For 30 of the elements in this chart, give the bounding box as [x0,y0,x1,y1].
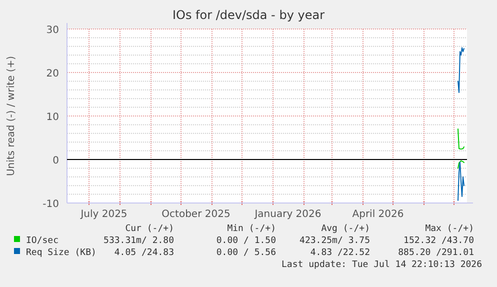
legend-label: Req Size (KB) [26,248,96,258]
text: Min (-/+) [227,224,276,234]
text: 4.05 /24.83 [114,248,174,258]
line-series [458,160,464,169]
text: Max (-/+) [425,224,474,234]
text: Avg (-/+) [321,224,370,234]
text: Cur (-/+) [125,224,174,234]
x-tick-label: April 2026 [352,209,404,220]
text: 0.00 / 5.56 [216,248,276,258]
y-tick-label: -10 [42,199,59,210]
x-tick-label: October 2025 [162,209,230,220]
x-tick-label: July 2025 [80,209,128,220]
y-tick-label: 0 [52,156,59,166]
text: 4.83 /22.52 [310,248,370,258]
y-tick-label: 20 [46,68,59,80]
line-series [458,128,464,150]
text: 152.32 /43.70 [404,236,474,246]
y-tick-label: 10 [46,112,59,123]
chart-title: IOs for /dev/sda - by year [172,8,325,22]
line-series [458,47,464,94]
x-tick-label: January 2026 [254,209,322,220]
y-tick-label: 30 [46,25,59,36]
legend-label: IO/sec [26,236,59,246]
text: 533.31m/ 2.80 [104,236,174,246]
y-axis-title: Units read (-) / write (+) [6,56,17,176]
text: Last update: Tue Jul 14 22:10:13 2026 [282,260,482,270]
text: 423.25m/ 3.75 [300,236,370,246]
text: 0.00 / 1.50 [216,236,276,246]
text: 885.20 /291.01 [398,248,474,258]
line-series [458,162,464,201]
